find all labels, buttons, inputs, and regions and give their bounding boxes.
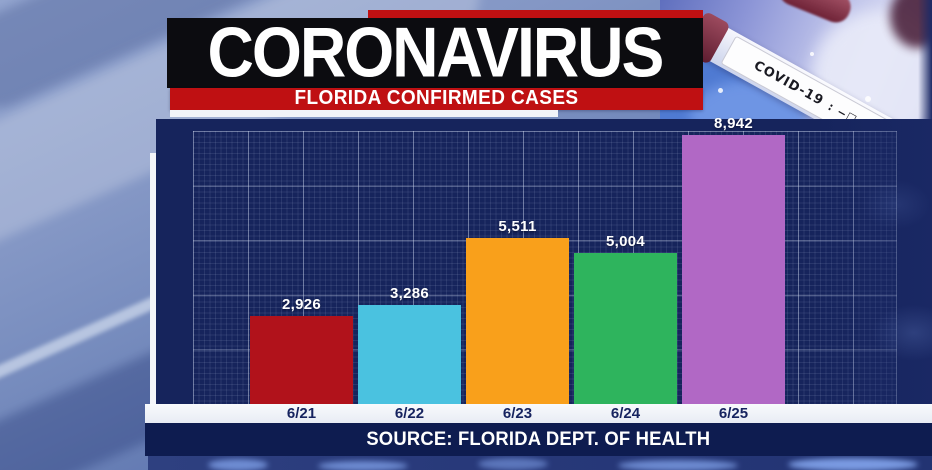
source-bar: SOURCE: FLORIDA DEPT. OF HEALTH [145,423,932,456]
banner-subtitle-box: FLORIDA CONFIRMED CASES [170,87,703,110]
virus-imagery-strip [148,456,932,470]
edge-shade [918,0,932,119]
virus-blob [318,461,408,470]
x-tick-label: 6/24 [610,405,641,422]
bar-6/21 [250,316,353,404]
bar-value-label: 5,511 [498,218,537,235]
virus-blob [208,459,268,470]
virus-blob [788,458,918,470]
banner-title: CORONAVIRUS [207,13,665,93]
bokeh-dot [810,52,814,56]
bar-value-label: 5,004 [605,233,646,250]
virus-blob [618,460,738,470]
bar-value-label: 3,286 [389,285,430,302]
x-tick-label: 6/22 [394,405,425,422]
banner-red-stripe [368,10,703,19]
banner-white-underline [170,110,558,117]
chart-panel: 2,926 3,286 5,511 5,004 8,942 [156,115,932,404]
bar-6/22 [358,305,461,404]
bar-6/23 [466,238,569,404]
x-tick-label: 6/25 [718,405,749,422]
x-axis-strip: 6/21 6/22 6/23 6/24 6/25 [145,404,932,423]
banner-subtitle: FLORIDA CONFIRMED CASES [294,87,579,110]
banner-title-box: CORONAVIRUS [167,14,703,92]
bar-value-label: 8,942 [713,115,754,132]
bars-layer: 2,926 3,286 5,511 5,004 8,942 [156,115,932,404]
x-tick-label: 6/21 [286,405,317,422]
x-tick-label: 6/23 [502,405,533,422]
source-label: SOURCE: FLORIDA DEPT. OF HEALTH [366,428,711,450]
bar-6/24 [574,253,677,404]
bokeh-dot [718,88,723,93]
bokeh-dot [865,96,871,102]
virus-blob [478,458,548,470]
panel-left-accent [150,153,156,404]
bar-value-label: 2,926 [281,296,322,313]
bar-6/25 [682,135,785,404]
covid-test-tube-photo: COVID-19 : −☐ +☑ [660,0,932,119]
